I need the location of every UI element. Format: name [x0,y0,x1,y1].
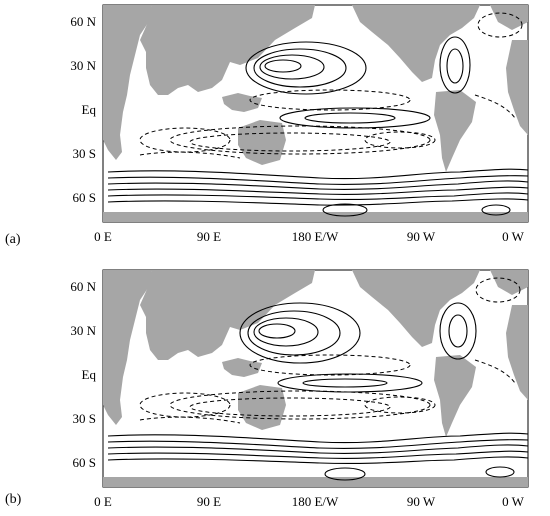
positive-contours [107,36,529,217]
lat-label: 30 S [72,146,96,161]
lat-label: 60 N [70,279,96,294]
lat-label: 30 N [70,323,96,338]
lon-label: 90 W [406,494,436,509]
panel-label: (b) [5,492,22,507]
lon-label: 90 E [196,229,222,244]
lat-label: 60 N [70,14,96,29]
lat-label: 30 N [70,58,96,73]
lon-label: 90 E [196,494,222,509]
map-panel-b: 60 N 30 N Eq 30 S 60 S 0 E 90 E 180 E/W … [0,258,550,516]
lon-label: 90 W [406,229,436,244]
map-panel-a: 60 N 30 N Eq 30 S 60 S 0 E 90 E 180 E/W … [5,4,529,247]
landmass [103,5,528,222]
positive-contours [107,302,529,481]
lon-label: 180 E/W [291,229,339,244]
lon-label: 0 E [94,229,112,244]
lon-label: 0 W [502,229,524,244]
negative-contours [139,277,521,424]
contour-map-b [102,269,529,488]
lat-label: 60 S [72,455,96,470]
panel-label: (a) [5,232,21,247]
lon-label: 0 E [94,494,112,509]
lon-label: 180 E/W [291,494,339,509]
negative-contours [139,12,523,159]
landmass [103,270,528,487]
contour-map-a [102,4,529,223]
lat-label: 30 S [72,411,96,426]
lat-label: Eq [81,367,96,382]
lat-label: 60 S [72,190,96,205]
lat-label: Eq [81,102,96,117]
lon-label: 0 W [502,494,524,509]
